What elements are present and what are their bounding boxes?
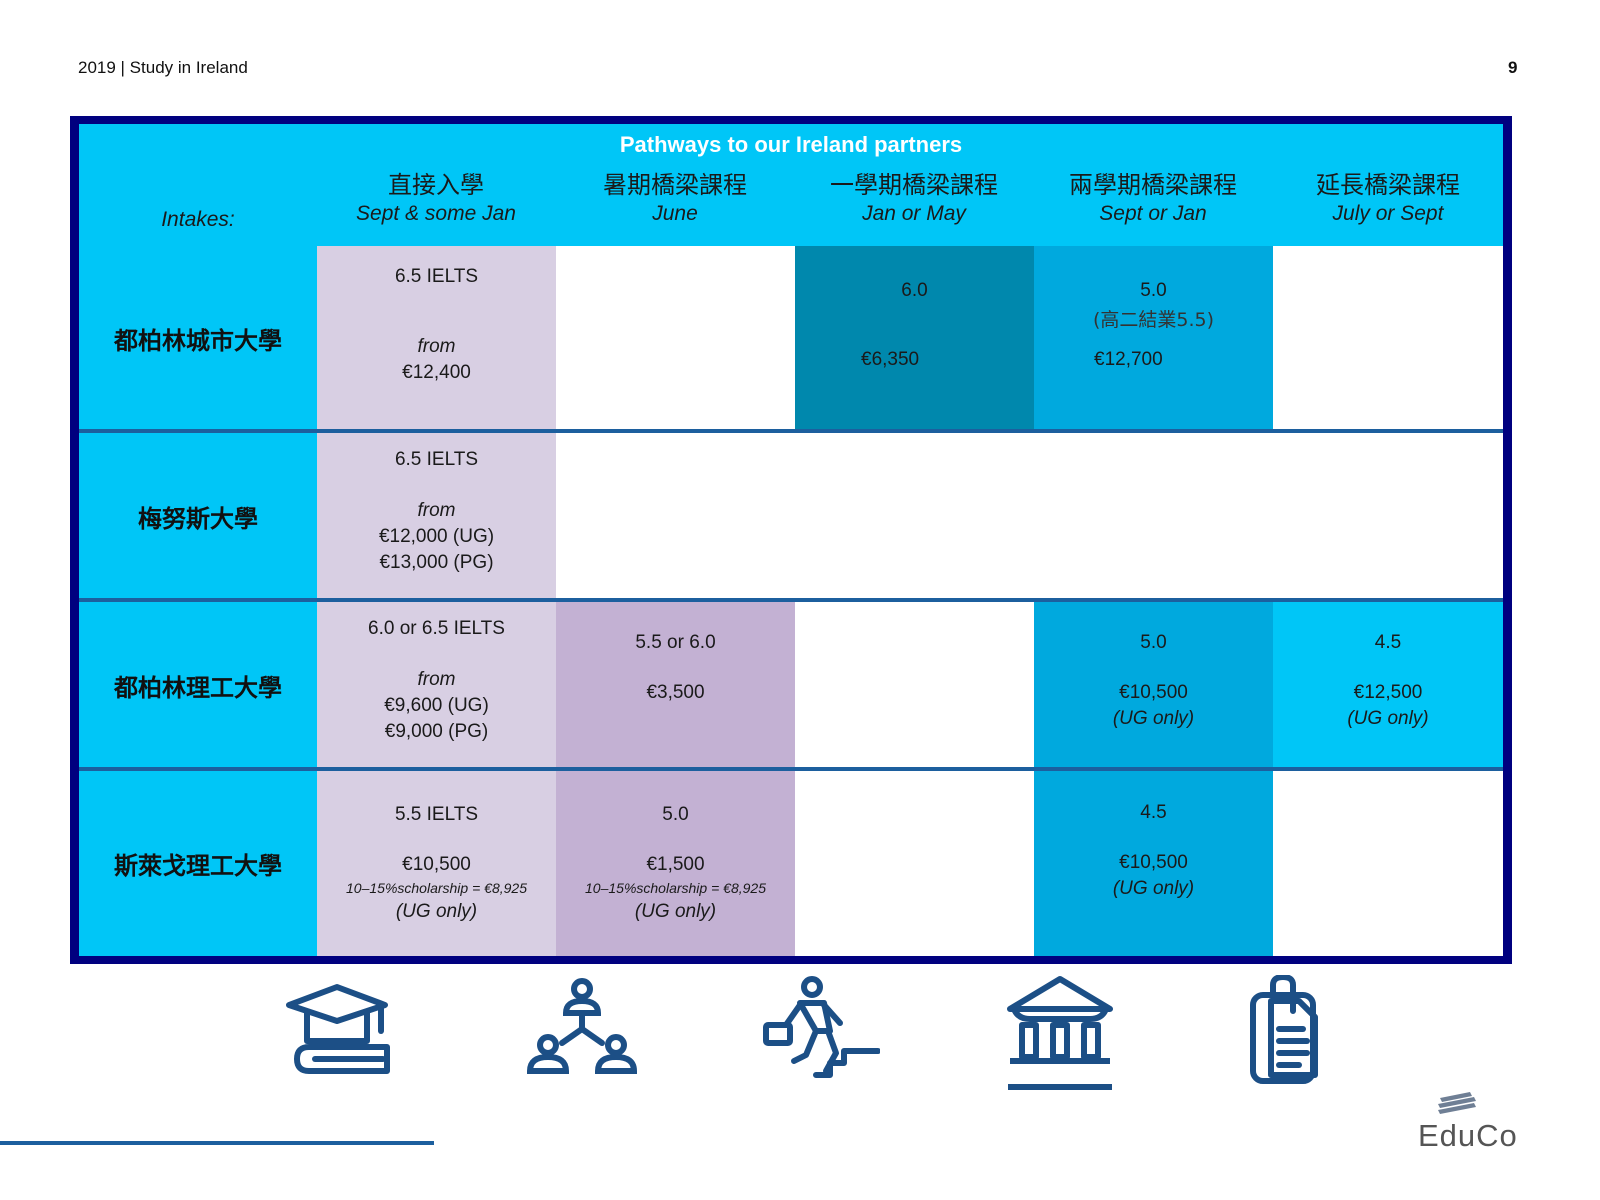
cell-empty [795,771,1034,956]
cell-line: 6.5 IELTS [394,449,479,470]
cell-empty [1273,771,1503,956]
table-row: 都柏林城市大學 6.5 IELTS from €12,400 6.0 €6,35… [79,246,1503,431]
table-title: Pathways to our Ireland partners [619,132,963,157]
cell-line: €6,350 [861,349,920,370]
cell-extended-bridge: 4.5 €12,500 (UG only) [1273,602,1503,769]
intakes-label: Intakes: [161,208,235,231]
row-divider [79,767,1503,771]
cell-line: (UG only) [395,901,478,922]
cell-line: €3,500 [646,682,705,703]
cell-line: €10,500 [402,854,471,875]
cell-line: €10,500 [1119,852,1188,873]
cell-line: 5.0 [1140,632,1167,653]
cell-line: €12,700 [1094,349,1163,370]
header-title: 2019 | Study in Ireland [78,58,248,77]
cell-direct-entry: 6.5 IELTS from €12,400 [317,246,556,431]
cell-line: 4.5 [1374,632,1402,653]
cell-empty [1273,246,1503,431]
cell-line: (UG only) [1112,878,1195,899]
icons-row [0,975,1600,1095]
row-divider [79,598,1503,602]
network-people-icon [526,978,638,1074]
column-header-en: Sept or Jan [1099,202,1207,225]
cell-line: €12,400 [402,362,471,383]
university-name: 都柏林理工大學 [114,674,282,702]
university-name: 都柏林城市大學 [114,327,282,355]
cell-empty [795,602,1034,769]
row-divider [79,429,1503,433]
cell-line: 5.5 or 6.0 [635,632,716,653]
column-header-en: July or Sept [1332,202,1444,225]
cell-line: 5.5 IELTS [394,804,479,825]
cell-line: (UG only) [1347,708,1429,729]
cell-direct-entry: 6.5 IELTS from €12,000 (UG) €13,000 (PG) [317,433,556,600]
cell-summer-bridge: 5.5 or 6.0 €3,500 [556,602,795,769]
university-name: 斯萊戈理工大學 [114,852,282,880]
cell-line: (高二結業5.5) [1092,309,1215,331]
cell-summer-bridge: 5.0 €1,500 10–15%scholarship = €8,925 (U… [556,771,795,956]
footer-rule [0,1141,434,1145]
cell-line: 4.5 [1140,802,1167,823]
column-header-one-semester: 一學期橋梁課程 Jan or May [795,170,1033,228]
column-header-zh: 暑期橋梁課程 [603,171,747,199]
cell-line: €12,000 (UG) [378,526,495,547]
cell-empty [556,433,1503,600]
cell-line: 6.0 [901,280,928,301]
table-row: 都柏林理工大學 6.0 or 6.5 IELTS from €9,600 (UG… [79,602,1503,769]
cell-two-semester: 4.5 €10,500 (UG only) [1034,771,1273,956]
page-number: 9 [1508,58,1518,77]
graduation-cap-book-icon [286,984,390,1074]
cell-two-semester: 5.0 (高二結業5.5) €12,700 [1034,246,1273,431]
cell-line: 6.5 IELTS [394,266,479,287]
column-header-en: June [652,202,698,225]
university-name: 梅努斯大學 [138,505,258,533]
cell-direct-entry: 5.5 IELTS €10,500 10–15%scholarship = €8… [317,771,556,956]
column-header-zh: 一學期橋梁課程 [830,171,998,199]
column-header-summer: 暑期橋梁課程 June [556,170,794,228]
table-row: 梅努斯大學 6.5 IELTS from €12,000 (UG) €13,00… [79,433,1503,600]
businessman-stairs-icon [763,976,880,1078]
cell-line: €9,600 (UG) [384,695,489,716]
table-row: 斯萊戈理工大學 5.5 IELTS €10,500 10–15%scholars… [79,771,1503,956]
institution-building-icon [1007,976,1113,1090]
cell-line: €1,500 [646,854,705,875]
cell-line: from [417,500,456,521]
cell-line: from [417,669,456,690]
column-header-zh: 延長橋梁課程 [1316,171,1460,199]
column-header-direct: 直接入學 Sept & some Jan [317,170,555,228]
educo-logo: EduCo [1418,1090,1528,1153]
column-header-zh: 直接入學 [388,171,484,199]
column-header-extended: 延長橋梁課程 July or Sept [1273,170,1503,228]
cell-line: (UG only) [634,901,717,922]
cell-line: 5.0 [662,804,689,825]
cell-direct-entry: 6.0 or 6.5 IELTS from €9,600 (UG) €9,000… [317,602,556,769]
cell-line: from [417,336,456,357]
cell-line: (UG only) [1112,708,1195,729]
column-header-en: Sept & some Jan [356,202,516,225]
cell-line: 10–15%scholarship = €8,925 [346,880,527,896]
column-header-zh: 兩學期橋梁課程 [1069,171,1237,199]
cell-line: €13,000 (PG) [379,552,494,573]
cell-line: €10,500 [1119,682,1188,703]
cell-line: 6.0 or 6.5 IELTS [368,618,505,639]
cell-one-semester: 6.0 €6,350 [795,246,1034,431]
cell-empty [556,246,795,431]
cell-two-semester: 5.0 €10,500 (UG only) [1034,602,1273,769]
column-header-two-semester: 兩學期橋梁課程 Sept or Jan [1034,170,1272,228]
pathways-table-frame: Pathways to our Ireland partners Intakes… [70,116,1512,964]
pathways-table: Pathways to our Ireland partners Intakes… [79,124,1503,956]
clipboard-document-icon [1250,975,1318,1084]
logo-mark-icon [1438,1092,1476,1114]
column-header-en: Jan or May [862,202,966,225]
logo-text: EduCo [1418,1118,1518,1153]
cell-line: 5.0 [1140,280,1167,301]
cell-line: €12,500 [1353,682,1423,703]
cell-line: €9,000 (PG) [384,721,489,742]
cell-line: 10–15%scholarship = €8,925 [585,880,766,896]
